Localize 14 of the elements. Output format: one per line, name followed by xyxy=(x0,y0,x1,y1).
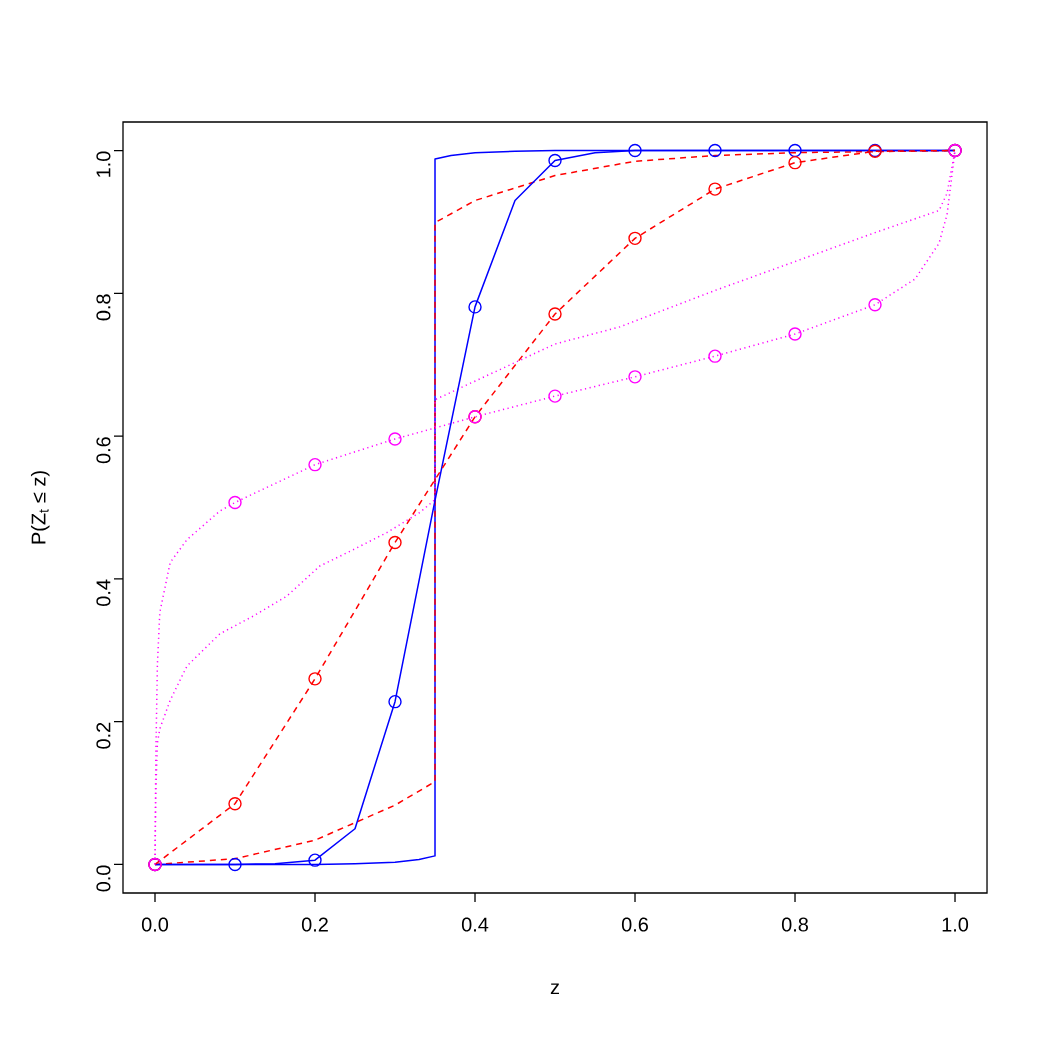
x-tick-label: 1.0 xyxy=(942,917,969,932)
x-tick-label: 0.4 xyxy=(461,917,489,932)
x-tick-label: 0.8 xyxy=(781,917,808,932)
y-tick-label: 1.0 xyxy=(96,151,111,177)
x-axis-title: z xyxy=(550,983,559,994)
x-tick-label: 0.2 xyxy=(301,917,328,932)
y-tick-label: 0.6 xyxy=(96,437,111,464)
x-tick-label: 0.0 xyxy=(141,917,169,932)
y-tick-label: 0.2 xyxy=(96,722,111,749)
x-tick-label: 0.6 xyxy=(621,917,648,932)
y-tick-label: 0.8 xyxy=(96,294,111,321)
y-tick-label: 0.4 xyxy=(96,579,111,606)
y-axis-title: P(Z$_{t}$ ≤ z) xyxy=(30,471,50,544)
y-tick-label: 0.0 xyxy=(96,865,111,892)
